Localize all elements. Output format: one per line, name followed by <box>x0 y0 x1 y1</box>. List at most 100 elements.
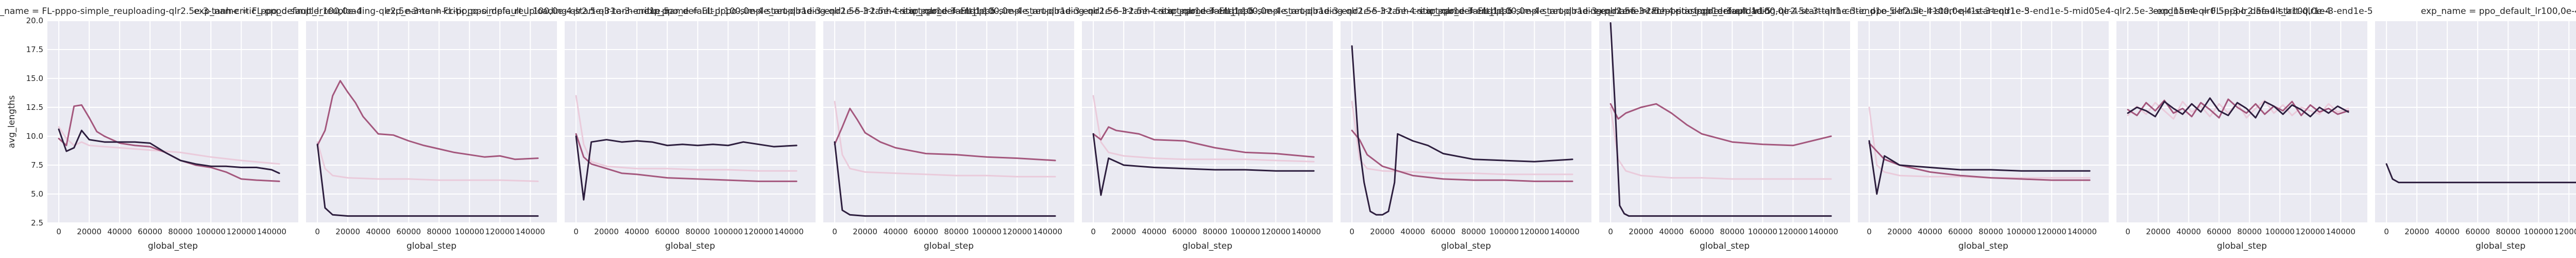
x-tick-label: 120000 <box>1003 227 1032 236</box>
x-tick-label: 100000 <box>2007 227 2036 236</box>
y-tick-label: 15.0 <box>26 74 43 83</box>
x-axis-label: global_step <box>1700 241 1750 251</box>
series-line-seed-30 <box>58 128 280 174</box>
y-tick-label: 17.5 <box>26 45 43 54</box>
series-line-seed-20 <box>1868 142 2091 181</box>
x-tick-label: 0 <box>2384 227 2389 236</box>
series-line-seed-20 <box>834 107 1056 162</box>
y-tick-label: 10.0 <box>26 132 43 141</box>
x-tick-label: 140000 <box>1033 227 1062 236</box>
x-tick-label: 0 <box>56 227 61 236</box>
x-tick-label: 0 <box>832 227 837 236</box>
x-axis-label: global_step <box>665 241 715 251</box>
x-tick-label: 60000 <box>2207 227 2231 236</box>
x-tick-label: 80000 <box>1202 227 1227 236</box>
x-tick-label: 80000 <box>2237 227 2262 236</box>
x-tick-label: 140000 <box>1292 227 1321 236</box>
x-tick-label: 0 <box>315 227 320 236</box>
y-tick-label: 20.0 <box>26 16 43 25</box>
x-tick-label: 60000 <box>1431 227 1455 236</box>
x-tick-label: 60000 <box>1689 227 1714 236</box>
x-tick-label: 0 <box>1091 227 1096 236</box>
facet-panel <box>1599 21 1850 223</box>
series-line-seed-10 <box>1351 101 1573 175</box>
series-line-seed-20 <box>2127 98 2349 119</box>
series-line-seed-10 <box>58 126 280 165</box>
x-tick-label: 80000 <box>944 227 969 236</box>
x-tick-label: 140000 <box>1809 227 1838 236</box>
facet-panel <box>1082 21 1333 223</box>
x-tick-label: 120000 <box>744 227 773 236</box>
x-tick-label: 120000 <box>1520 227 1549 236</box>
facet-panel <box>823 21 1074 223</box>
x-tick-label: 80000 <box>1978 227 2003 236</box>
facet-panel <box>47 21 298 223</box>
facet-panel <box>565 21 816 223</box>
facet-title: exp_name = FL-pppo-simple_reuploading-ql… <box>194 6 669 17</box>
x-tick-label: 80000 <box>1720 227 1744 236</box>
x-tick-label: 80000 <box>1461 227 1486 236</box>
x-tick-label: 60000 <box>655 227 680 236</box>
x-tick-label: 100000 <box>196 227 226 236</box>
x-tick-label: 120000 <box>1261 227 1291 236</box>
series-line-seed-30 <box>1092 133 1315 196</box>
x-tick-label: 60000 <box>1948 227 1973 236</box>
x-tick-label: 0 <box>1867 227 1872 236</box>
series-line-seed-20 <box>1092 126 1315 158</box>
series-line-seed-10 <box>316 141 539 182</box>
x-tick-label: 60000 <box>913 227 938 236</box>
x-tick-label: 80000 <box>168 227 193 236</box>
series-line-seed-20 <box>1351 130 1573 182</box>
series-line-seed-30 <box>1351 45 1573 216</box>
series-line-seed-10 <box>1868 106 2091 179</box>
facet-title: exp_name = FL-pppo-simple_reuploading-ql… <box>902 6 1512 17</box>
x-tick-label: 20000 <box>2146 227 2171 236</box>
x-tick-label: 20000 <box>594 227 619 236</box>
x-tick-label: 80000 <box>685 227 710 236</box>
x-tick-label: 40000 <box>2176 227 2201 236</box>
x-tick-label: 100000 <box>455 227 484 236</box>
series-line-seed-20 <box>58 104 280 182</box>
x-tick-label: 140000 <box>2326 227 2355 236</box>
x-tick-label: 80000 <box>427 227 451 236</box>
x-axis-label: global_step <box>406 241 456 251</box>
facet-panel <box>1341 21 1591 223</box>
x-tick-label: 20000 <box>1111 227 1136 236</box>
x-tick-label: 100000 <box>2265 227 2295 236</box>
x-tick-label: 60000 <box>396 227 421 236</box>
series-line-seed-30 <box>575 135 798 201</box>
x-tick-label: 40000 <box>2435 227 2460 236</box>
x-axis-label: global_step <box>2476 241 2526 251</box>
x-tick-label: 100000 <box>972 227 1002 236</box>
facet-title: exp_name = FL-pppo-simple_reuploading-ql… <box>1594 6 2372 17</box>
x-tick-label: 120000 <box>2037 227 2066 236</box>
x-tick-label: 20000 <box>335 227 360 236</box>
series-line-seed-30 <box>1609 22 1832 217</box>
x-tick-label: 20000 <box>2404 227 2429 236</box>
series-line-seed-10 <box>834 101 1056 178</box>
x-tick-label: 40000 <box>624 227 649 236</box>
x-tick-label: 60000 <box>1172 227 1197 236</box>
x-tick-label: 20000 <box>1887 227 1912 236</box>
series-line-seed-30 <box>1868 140 2091 195</box>
x-tick-label: 100000 <box>2524 227 2553 236</box>
x-axis-label: global_step <box>1182 241 1232 251</box>
y-tick-label: 12.5 <box>26 103 43 112</box>
x-tick-label: 60000 <box>2465 227 2490 236</box>
y-tick-label: 2.5 <box>31 218 43 228</box>
x-tick-label: 80000 <box>2496 227 2520 236</box>
x-tick-label: 20000 <box>1629 227 1653 236</box>
facet-title: exp_name = FL-pppo-simple_reuploading-ql… <box>385 6 995 17</box>
x-tick-label: 0 <box>1608 227 1613 236</box>
x-tick-label: 60000 <box>138 227 162 236</box>
x-axis-label: global_step <box>148 241 198 251</box>
x-tick-label: 40000 <box>1659 227 1684 236</box>
x-tick-label: 20000 <box>1370 227 1395 236</box>
x-tick-label: 0 <box>573 227 579 236</box>
x-tick-label: 140000 <box>774 227 804 236</box>
y-tick-label: 7.5 <box>31 160 43 170</box>
x-axis-label: global_step <box>2217 241 2267 251</box>
x-tick-label: 40000 <box>1142 227 1166 236</box>
x-tick-label: 100000 <box>714 227 743 236</box>
facet-title: exp_name = FL-pppo-simple_reuploading-ql… <box>1419 6 2029 17</box>
